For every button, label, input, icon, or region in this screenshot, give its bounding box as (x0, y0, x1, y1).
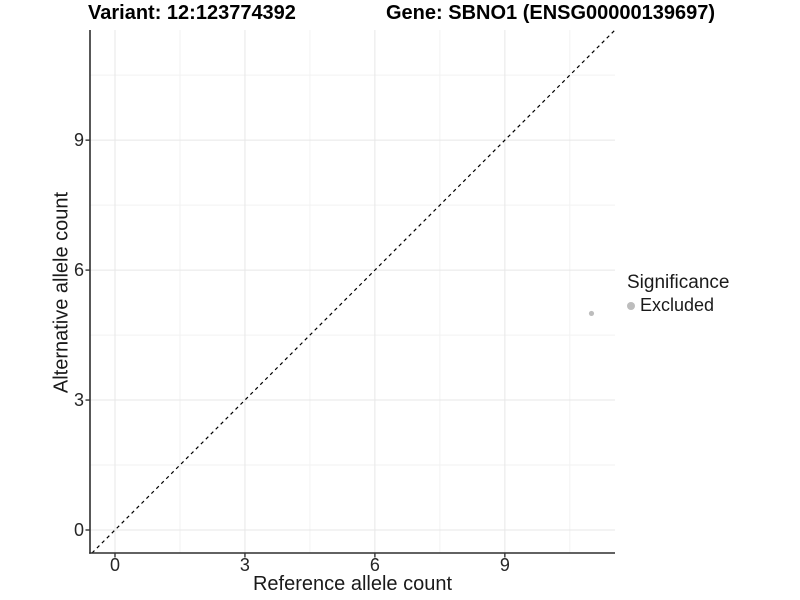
legend-title: Significance (627, 272, 730, 293)
x-tick-label: 3 (239, 555, 250, 575)
legend-items: Excluded (627, 295, 729, 316)
y-tick-label: 0 (73, 519, 84, 540)
y-tick-label: 6 (73, 260, 84, 281)
legend-item-label: Excluded (640, 295, 715, 315)
y-tick-label: 3 (73, 390, 84, 411)
plot-panel (85, 29, 616, 558)
y-axis-label: Alternative allele count (50, 191, 73, 394)
x-axis-label: Reference allele count (252, 573, 452, 595)
x-tick-label: 9 (499, 555, 510, 575)
identity-dashed-line (91, 29, 616, 554)
legend: Significance Excluded (627, 271, 729, 316)
legend-item: Excluded (627, 295, 729, 316)
x-tick-label: 6 (369, 555, 380, 575)
legend-marker-dot (627, 301, 635, 310)
x-tick-label: 0 (109, 555, 120, 575)
chart-title-gene: Gene: SBNO1 (ENSG00000139697) (386, 2, 716, 24)
chart-title-variant: Variant: 12:123774392 (88, 2, 296, 24)
data-point (588, 310, 595, 317)
y-tick-label: 9 (73, 130, 84, 151)
